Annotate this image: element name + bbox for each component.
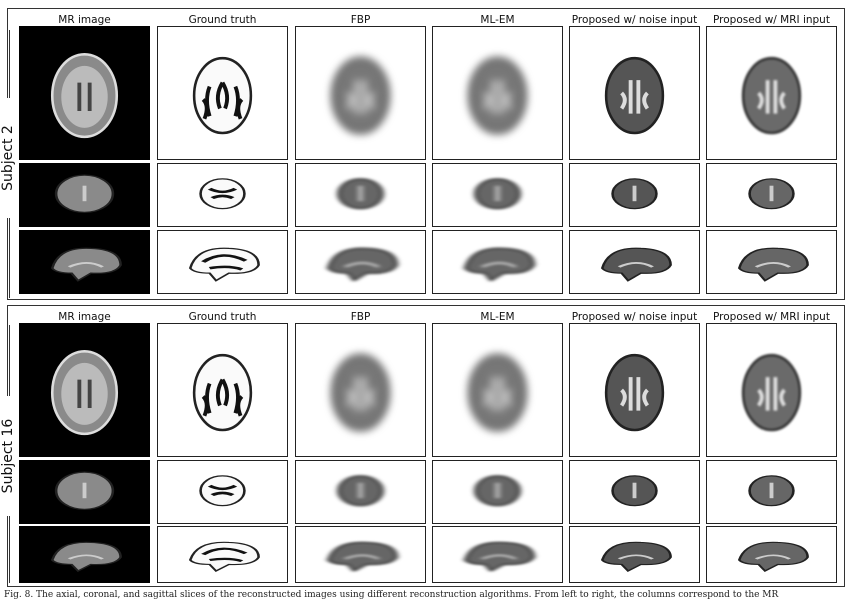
subject-16-sagittal-proposed-w-mri-input-image xyxy=(706,526,837,583)
figure-caption: Fig. 8. The axial, coronal, and sagittal… xyxy=(4,590,779,600)
column-header-ml-em: ML-EM xyxy=(480,14,515,26)
subject-16-label: Subject 16 xyxy=(0,396,16,516)
subject-16-sagittal-ml-em-image xyxy=(432,526,563,583)
subject-2-axial-proposed-w-mri-input-image xyxy=(706,26,837,160)
column-header-fbp: FBP xyxy=(350,14,371,26)
subject-2-sagittal-proposed-w-mri-input-image xyxy=(706,230,837,294)
subject-2-sagittal-fbp-image xyxy=(295,230,426,294)
subject-16-sagittal-fbp-image xyxy=(295,526,426,583)
subject-16-sagittal-ground-truth-image xyxy=(157,526,288,583)
column-header-proposed-w-mri-input: Proposed w/ MRI input xyxy=(713,311,830,323)
column-header-ground-truth: Ground truth xyxy=(188,311,257,323)
subject-16-coronal-proposed-w-mri-input-image xyxy=(706,460,837,524)
column-header-fbp: FBP xyxy=(350,311,371,323)
subject-16-coronal-fbp-image xyxy=(295,460,426,524)
subject-2-sagittal-proposed-w-noise-input-image xyxy=(569,230,700,294)
column-header-ground-truth: Ground truth xyxy=(188,14,257,26)
column-header-mr-image: MR image xyxy=(58,311,111,323)
subject-16-axial-ml-em-image xyxy=(432,323,563,457)
subject-16-coronal-proposed-w-noise-input-image xyxy=(569,460,700,524)
subject-2-axial-ml-em-image xyxy=(432,26,563,160)
subject-16-sagittal-proposed-w-noise-input-image xyxy=(569,526,700,583)
column-header-proposed-w-mri-input: Proposed w/ MRI input xyxy=(713,14,830,26)
subject-2-label: Subject 2 xyxy=(0,98,16,218)
subject-16-coronal-mr-image-image xyxy=(19,460,150,524)
subject-2-coronal-mr-image-image xyxy=(19,163,150,227)
column-header-proposed-w-noise-input: Proposed w/ noise input xyxy=(571,14,698,26)
subject-2-axial-ground-truth-image xyxy=(157,26,288,160)
subject-16-coronal-ground-truth-image xyxy=(157,460,288,524)
subject-16-axial-proposed-w-mri-input-image xyxy=(706,323,837,457)
subject-2-coronal-proposed-w-noise-input-image xyxy=(569,163,700,227)
subject-16-axial-ground-truth-image xyxy=(157,323,288,457)
subject-2-coronal-ml-em-image xyxy=(432,163,563,227)
subject-2-coronal-ground-truth-image xyxy=(157,163,288,227)
subject-16-axial-proposed-w-noise-input-image xyxy=(569,323,700,457)
subject-2-sagittal-ground-truth-image xyxy=(157,230,288,294)
subject-16-axial-mr-image-image xyxy=(19,323,150,457)
column-header-proposed-w-noise-input: Proposed w/ noise input xyxy=(571,311,698,323)
subject-16-coronal-ml-em-image xyxy=(432,460,563,524)
subject-16-sagittal-mr-image-image xyxy=(19,526,150,583)
subject-16-axial-fbp-image xyxy=(295,323,426,457)
column-header-ml-em: ML-EM xyxy=(480,311,515,323)
subject-2-axial-proposed-w-noise-input-image xyxy=(569,26,700,160)
subject-2-coronal-fbp-image xyxy=(295,163,426,227)
subject-2-coronal-proposed-w-mri-input-image xyxy=(706,163,837,227)
subject-2-sagittal-ml-em-image xyxy=(432,230,563,294)
subject-2-axial-mr-image-image xyxy=(19,26,150,160)
subject-2-axial-fbp-image xyxy=(295,26,426,160)
column-header-mr-image: MR image xyxy=(58,14,111,26)
subject-2-sagittal-mr-image-image xyxy=(19,230,150,294)
